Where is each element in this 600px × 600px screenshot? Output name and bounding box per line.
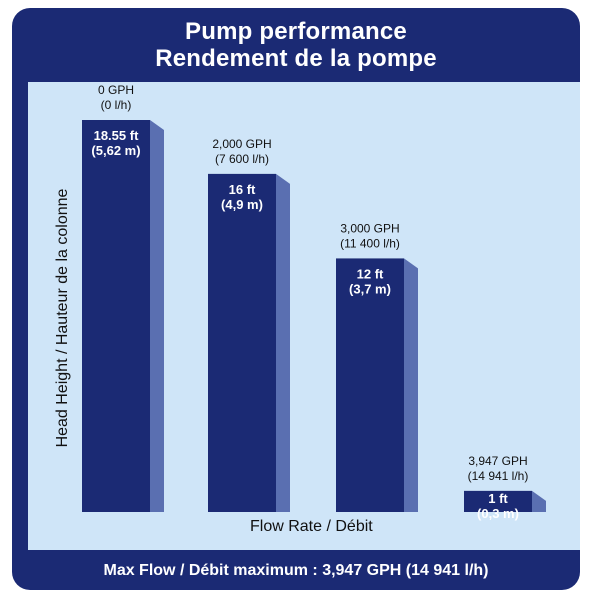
bar-1 [208, 173, 276, 513]
bar-side-3 [532, 490, 546, 512]
bar-value-label-2: 12 ft [357, 266, 384, 281]
category-label-metric-2: (11 400 l/h) [340, 236, 400, 250]
bar-3 [464, 490, 532, 512]
max-flow-footer: Max Flow / Débit maximum : 3,947 GPH (14… [103, 562, 489, 579]
bar-value-label-metric-3: (0,3 m) [477, 506, 519, 521]
bar-side-0 [150, 120, 164, 512]
category-label-0: 0 GPH [98, 83, 134, 97]
x-axis-label: Flow Rate / Débit [250, 518, 373, 535]
chart-title: Pump performance [185, 18, 407, 45]
chart-subtitle: Rendement de la pompe [155, 45, 437, 72]
category-label-1: 2,000 GPH [212, 137, 271, 151]
chart-title-area: Pump performance Rendement de la pompe [12, 8, 580, 80]
bar-value-label-metric-1: (4,9 m) [221, 197, 263, 212]
bar-value-label-3: 1 ft [488, 491, 508, 506]
category-label-metric-3: (14 941 l/h) [468, 469, 529, 483]
bar-2 [336, 258, 404, 512]
bar-value-label-metric-2: (3,7 m) [349, 281, 391, 296]
bar-side-1 [276, 173, 290, 513]
bar-value-label-1: 16 ft [229, 182, 256, 197]
bar-value-label-0: 18.55 ft [94, 128, 139, 143]
category-label-3: 3,947 GPH [468, 454, 527, 468]
bar-value-label-metric-0: (5,62 m) [91, 143, 140, 158]
bar-side-2 [404, 258, 418, 512]
bar-0 [82, 120, 150, 512]
category-label-metric-1: (7 600 l/h) [215, 152, 269, 166]
category-label-metric-0: (0 l/h) [101, 98, 132, 112]
category-label-2: 3,000 GPH [340, 221, 399, 235]
